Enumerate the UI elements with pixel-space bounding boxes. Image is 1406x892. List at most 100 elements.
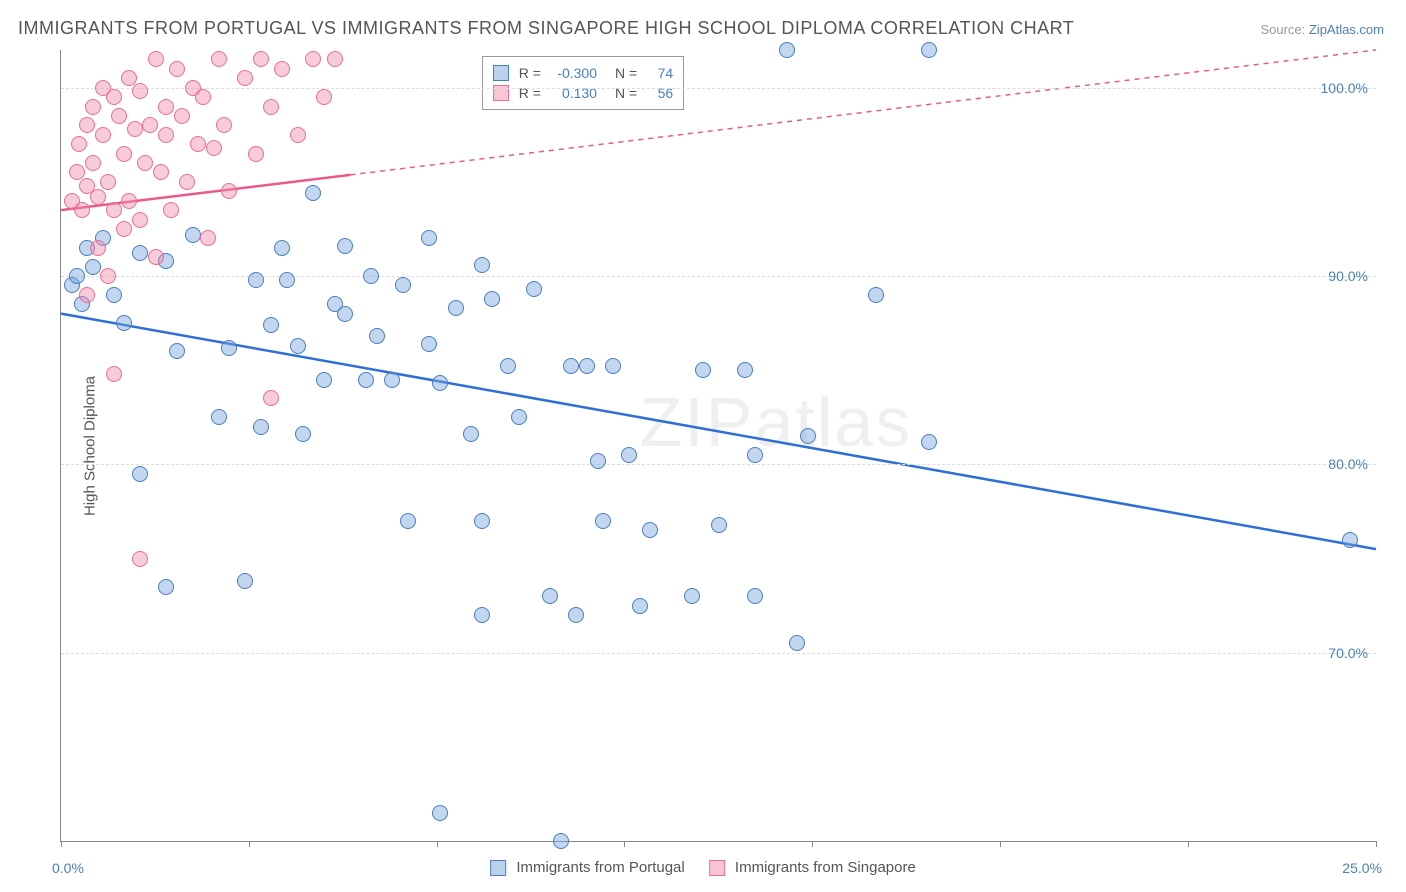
data-point-portugal bbox=[69, 268, 85, 284]
data-point-portugal bbox=[211, 409, 227, 425]
data-point-portugal bbox=[632, 598, 648, 614]
data-point-singapore bbox=[106, 89, 122, 105]
data-point-portugal bbox=[800, 428, 816, 444]
data-point-singapore bbox=[90, 189, 106, 205]
gridline bbox=[61, 464, 1376, 465]
data-point-singapore bbox=[106, 202, 122, 218]
data-point-portugal bbox=[511, 409, 527, 425]
gridline bbox=[61, 88, 1376, 89]
data-point-portugal bbox=[432, 805, 448, 821]
x-tick bbox=[61, 841, 62, 847]
data-point-singapore bbox=[148, 51, 164, 67]
data-point-portugal bbox=[711, 517, 727, 533]
data-point-portugal bbox=[432, 375, 448, 391]
data-point-singapore bbox=[74, 202, 90, 218]
data-point-portugal bbox=[921, 42, 937, 58]
x-tick-label-min: 0.0% bbox=[52, 860, 84, 876]
data-point-portugal bbox=[747, 588, 763, 604]
data-point-singapore bbox=[305, 51, 321, 67]
data-point-singapore bbox=[127, 121, 143, 137]
data-point-singapore bbox=[142, 117, 158, 133]
stats-row-portugal: R = -0.300N = 74 bbox=[493, 63, 673, 83]
data-point-singapore bbox=[95, 127, 111, 143]
data-point-portugal bbox=[563, 358, 579, 374]
data-point-portugal bbox=[132, 466, 148, 482]
data-point-portugal bbox=[695, 362, 711, 378]
data-point-portugal bbox=[337, 306, 353, 322]
data-point-portugal bbox=[253, 419, 269, 435]
data-point-singapore bbox=[237, 70, 253, 86]
data-point-singapore bbox=[132, 551, 148, 567]
r-value-portugal: -0.300 bbox=[549, 65, 597, 81]
data-point-portugal bbox=[568, 607, 584, 623]
data-point-portugal bbox=[590, 453, 606, 469]
data-point-portugal bbox=[621, 447, 637, 463]
chart-title: IMMIGRANTS FROM PORTUGAL VS IMMIGRANTS F… bbox=[18, 18, 1074, 39]
data-point-singapore bbox=[85, 99, 101, 115]
source-prefix: Source: bbox=[1260, 22, 1308, 37]
data-point-singapore bbox=[169, 61, 185, 77]
data-point-portugal bbox=[474, 513, 490, 529]
data-point-singapore bbox=[106, 366, 122, 382]
data-point-portugal bbox=[542, 588, 558, 604]
data-point-singapore bbox=[100, 268, 116, 284]
data-point-portugal bbox=[369, 328, 385, 344]
data-point-portugal bbox=[337, 238, 353, 254]
data-point-portugal bbox=[474, 607, 490, 623]
data-point-singapore bbox=[121, 193, 137, 209]
data-point-portugal bbox=[868, 287, 884, 303]
plot-area: ZIPatlas R = -0.300N = 74R = 0.130N = 56… bbox=[60, 50, 1376, 842]
data-point-singapore bbox=[200, 230, 216, 246]
data-point-singapore bbox=[274, 61, 290, 77]
legend-label-singapore: Immigrants from Singapore bbox=[735, 859, 916, 876]
data-point-singapore bbox=[85, 155, 101, 171]
data-point-singapore bbox=[132, 83, 148, 99]
data-point-singapore bbox=[132, 212, 148, 228]
data-point-portugal bbox=[448, 300, 464, 316]
y-tick-label: 80.0% bbox=[1328, 456, 1368, 472]
data-point-singapore bbox=[263, 99, 279, 115]
data-point-portugal bbox=[400, 513, 416, 529]
data-point-portugal bbox=[290, 338, 306, 354]
data-point-singapore bbox=[79, 287, 95, 303]
data-point-singapore bbox=[163, 202, 179, 218]
data-point-portugal bbox=[484, 291, 500, 307]
data-point-portugal bbox=[500, 358, 516, 374]
legend-item-portugal: Immigrants from Portugal bbox=[490, 859, 685, 876]
data-point-singapore bbox=[248, 146, 264, 162]
stats-legend-box: R = -0.300N = 74R = 0.130N = 56 bbox=[482, 56, 684, 110]
data-point-portugal bbox=[553, 833, 569, 849]
data-point-singapore bbox=[158, 127, 174, 143]
data-point-singapore bbox=[216, 117, 232, 133]
data-point-singapore bbox=[79, 117, 95, 133]
x-tick bbox=[624, 841, 625, 847]
data-point-portugal bbox=[295, 426, 311, 442]
data-point-portugal bbox=[642, 522, 658, 538]
y-tick-label: 100.0% bbox=[1321, 80, 1368, 96]
data-point-portugal bbox=[363, 268, 379, 284]
source-link[interactable]: ZipAtlas.com bbox=[1309, 22, 1384, 37]
n-value-portugal: 74 bbox=[645, 65, 673, 81]
data-point-portugal bbox=[421, 336, 437, 352]
data-point-singapore bbox=[174, 108, 190, 124]
data-point-portugal bbox=[106, 287, 122, 303]
data-point-singapore bbox=[221, 183, 237, 199]
data-point-portugal bbox=[384, 372, 400, 388]
data-point-portugal bbox=[779, 42, 795, 58]
data-point-singapore bbox=[316, 89, 332, 105]
legend-label-portugal: Immigrants from Portugal bbox=[516, 859, 684, 876]
data-point-portugal bbox=[263, 317, 279, 333]
y-tick-label: 90.0% bbox=[1328, 268, 1368, 284]
stats-swatch-portugal bbox=[493, 65, 509, 81]
data-point-singapore bbox=[148, 249, 164, 265]
data-point-singapore bbox=[71, 136, 87, 152]
data-point-portugal bbox=[279, 272, 295, 288]
x-tick bbox=[1000, 841, 1001, 847]
data-point-portugal bbox=[595, 513, 611, 529]
data-point-portugal bbox=[747, 447, 763, 463]
x-tick bbox=[249, 841, 250, 847]
data-point-portugal bbox=[684, 588, 700, 604]
data-point-portugal bbox=[421, 230, 437, 246]
stats-row-singapore: R = 0.130N = 56 bbox=[493, 83, 673, 103]
data-point-portugal bbox=[921, 434, 937, 450]
